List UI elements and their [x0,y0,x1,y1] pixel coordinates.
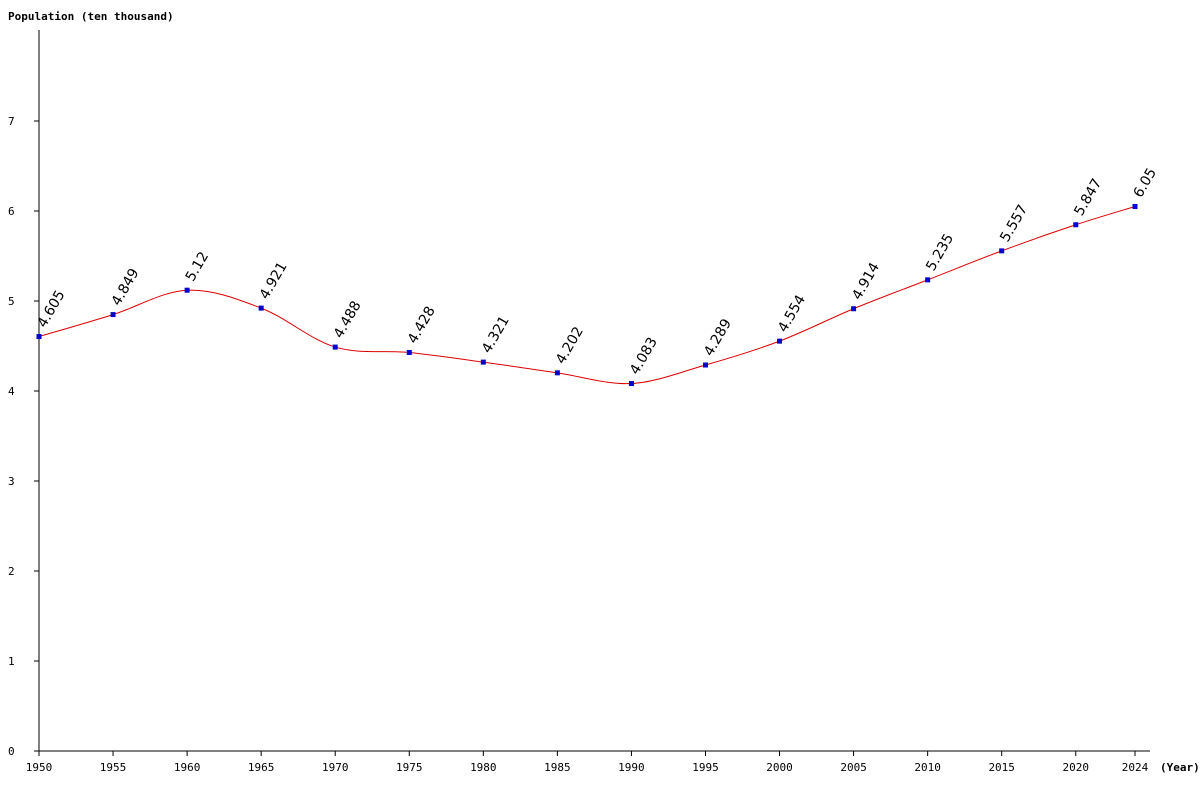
data-value-label: 4.914 [849,260,883,303]
data-value-label: 4.554 [775,292,809,335]
x-ticks: 1950 1955 1960 1965 1970 1975 1980 1985 1990 1995… [26,751,1149,774]
y-tick-label: 0 [8,745,15,758]
x-tick-label: 2000 [766,761,793,774]
data-point [925,277,931,283]
data-point [332,344,338,350]
data-value-label: 5.557 [997,202,1031,245]
data-point [184,287,190,293]
data-point [702,362,708,368]
x-tick-label: 1960 [174,761,201,774]
y-tick-label: 4 [8,385,15,398]
series-line [38,206,1136,385]
data-value-label: 4.488 [331,298,365,341]
data-point [851,306,857,312]
y-tick-label: 3 [8,475,15,488]
x-tick-label: 2010 [914,761,941,774]
x-tick-label: 1985 [544,761,571,774]
data-point [628,381,634,387]
data-value-label: 4.428 [405,304,439,347]
data-point [777,338,783,344]
data-value-label: 5.12 [183,249,212,284]
x-tick-label: 1990 [618,761,645,774]
data-value-label: 4.083 [627,335,661,378]
y-tick-label: 5 [8,295,15,308]
data-value-label: 4.202 [553,324,587,367]
x-tick-label: 1950 [26,761,53,774]
data-point [1132,204,1138,209]
data-value-label: 4.321 [479,313,513,356]
data-point [258,305,264,311]
data-value-label: 4.921 [257,259,291,302]
data-value-label: 4.289 [701,316,735,359]
x-tick-label: 1975 [396,761,423,774]
data-point [36,334,42,340]
y-tick-label: 2 [8,565,15,578]
x-tick-label: 1955 [100,761,127,774]
x-tick-label: 2005 [840,761,867,774]
data-markers [36,204,1138,387]
y-tick-label: 7 [8,115,15,128]
y-tick-label: 1 [8,655,15,668]
data-value-label: 4.605 [35,288,69,331]
data-point [999,248,1005,254]
data-value-label: 5.235 [923,231,957,274]
x-tick-label: 1995 [692,761,719,774]
data-labels: 4.605 4.849 5.12 4.921 4.488 4.428 4.321 4.202 4… [35,166,1160,378]
data-point [480,359,486,365]
data-point [1073,222,1079,228]
x-tick-label: 1965 [248,761,275,774]
data-value-label: 5.847 [1071,176,1105,219]
y-ticks: 0 1 2 3 4 5 6 7 [8,115,39,758]
x-tick-label: 2024 [1122,761,1149,774]
data-point [406,349,412,355]
y-tick-label: 6 [8,205,15,218]
x-tick-label: 2015 [988,761,1015,774]
data-point [110,312,116,318]
y-axis-title: Population (ten thousand) [8,10,174,23]
x-tick-label: 2020 [1063,761,1090,774]
x-tick-label: 1970 [322,761,349,774]
data-value-label: 4.849 [109,266,143,309]
x-axis-title: (Year) [1160,761,1200,774]
x-tick-label: 1980 [470,761,497,774]
data-point [554,370,560,376]
data-value-label: 6.05 [1131,166,1160,201]
